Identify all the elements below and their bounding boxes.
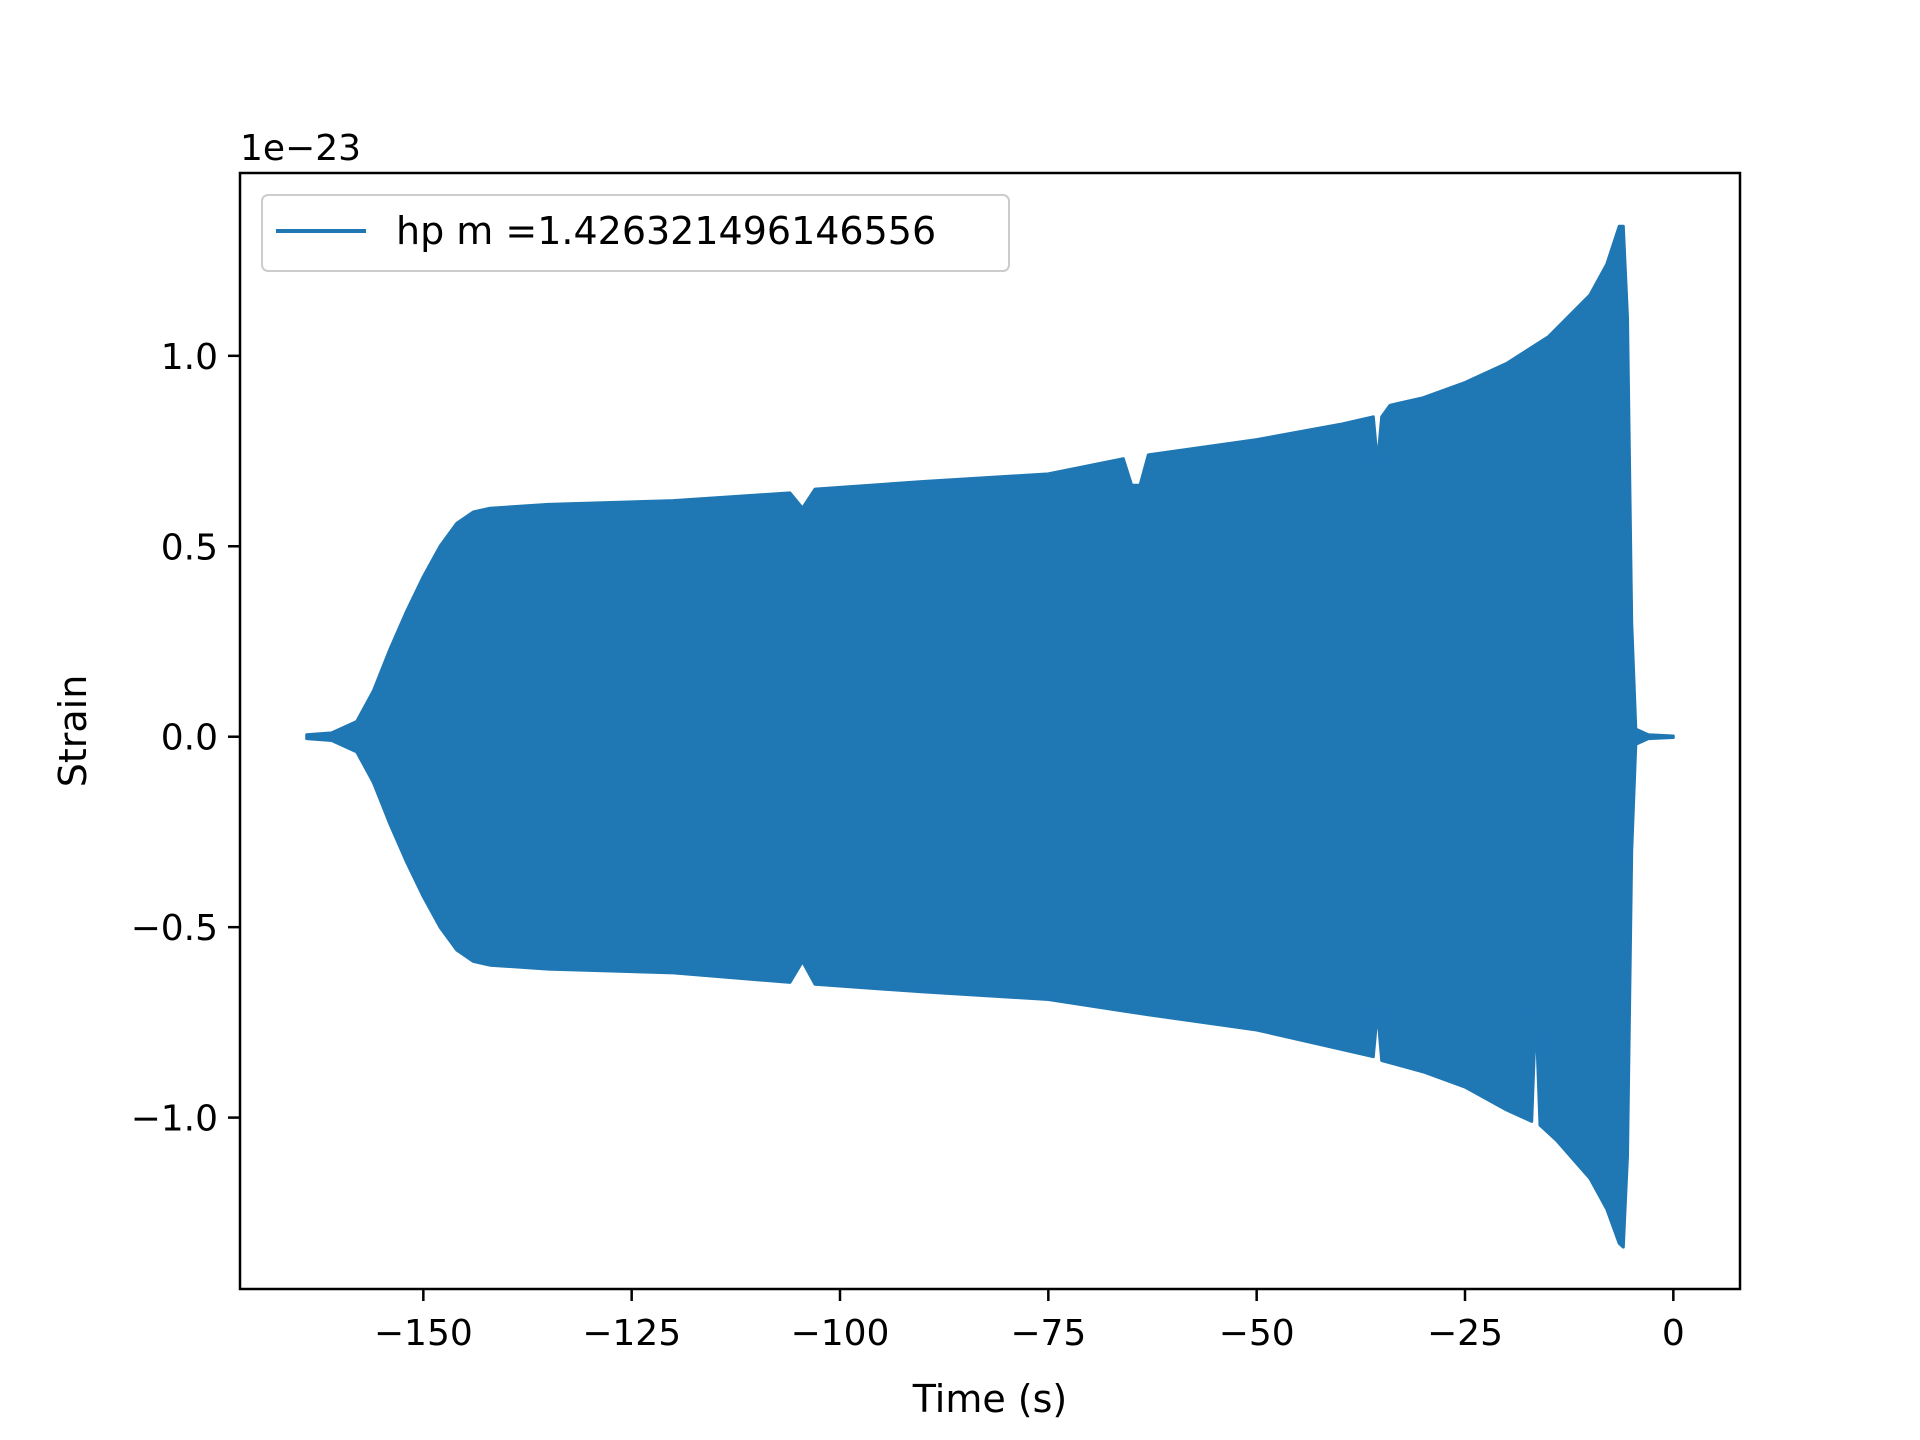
- y-tick-label: 1.0: [161, 337, 218, 378]
- y-tick-label: 0.5: [161, 527, 218, 568]
- y-offset-label: 1e−23: [240, 128, 361, 169]
- x-axis-label: Time (s): [912, 1377, 1068, 1421]
- series-waveform-0: [305, 224, 1675, 1249]
- x-tick-label: −150: [374, 1313, 473, 1354]
- y-axis-label: Strain: [51, 675, 95, 788]
- y-axis: −1.0 −0.5 0.0 0.5 1.0: [131, 337, 240, 1140]
- plot-area: [305, 224, 1675, 1249]
- axes-frame: [238, 171, 1742, 1291]
- x-tick-label: −25: [1427, 1313, 1503, 1354]
- legend-label: hp m =1.426321496146556: [396, 209, 936, 253]
- x-tick-label: −50: [1219, 1313, 1295, 1354]
- x-tick-label: −100: [791, 1313, 890, 1354]
- y-tick-label: 0.0: [161, 718, 218, 759]
- x-tick-label: −75: [1010, 1313, 1086, 1354]
- y-tick-label: −0.5: [131, 908, 218, 949]
- y-tick-label: −1.0: [131, 1099, 218, 1140]
- legend: hp m =1.426321496146556: [261, 194, 1010, 272]
- x-axis: −150 −125 −100 −75 −50 −25 0: [374, 1289, 1685, 1354]
- x-tick-label: 0: [1662, 1313, 1685, 1354]
- legend-box: [261, 194, 1010, 272]
- x-tick-label: −125: [582, 1313, 681, 1354]
